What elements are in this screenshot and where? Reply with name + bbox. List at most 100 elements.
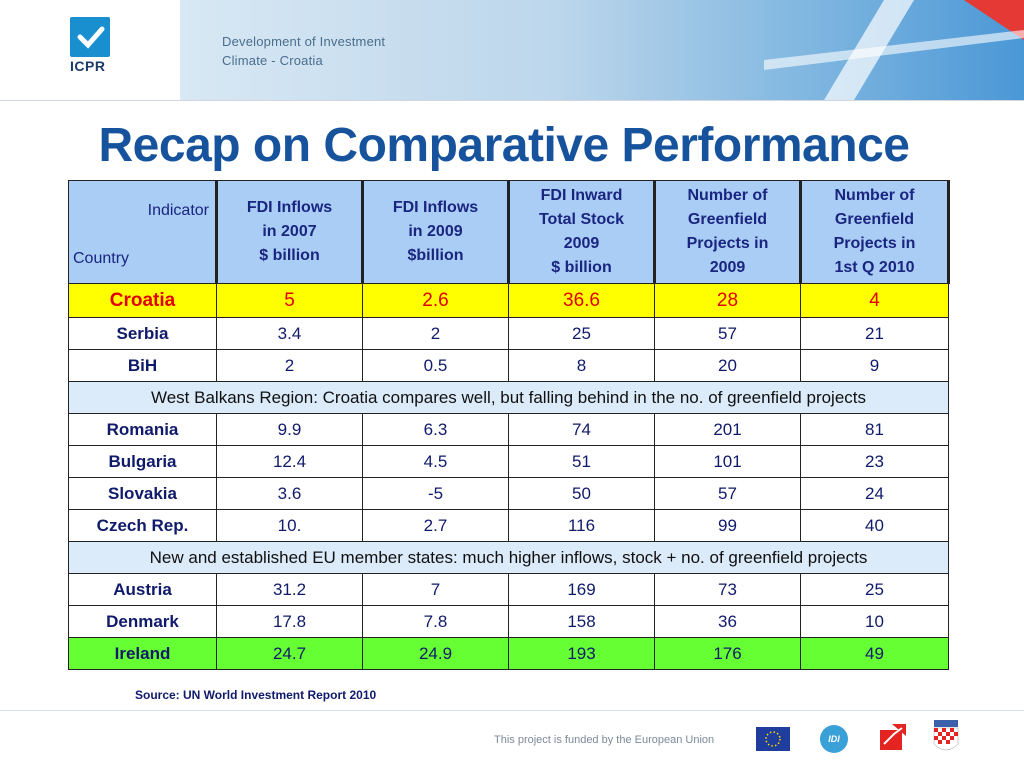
indicator-label: Indicator — [147, 202, 209, 219]
checkmark-icon — [70, 17, 110, 57]
column-header-line: in 2007 — [262, 223, 317, 240]
value-cell: 158 — [508, 605, 655, 638]
country-cell: Ireland — [68, 637, 217, 670]
header-banner: Development of Investment Climate - Croa… — [180, 0, 1024, 100]
value-cell: 2 — [362, 317, 509, 350]
column-header-line: $billion — [407, 247, 464, 264]
section-note-row: New and established EU member states: mu… — [68, 541, 949, 574]
agency-logo-icon — [880, 724, 906, 750]
funding-note: This project is funded by the European U… — [494, 734, 715, 746]
column-header-line: $ billion — [259, 247, 320, 264]
value-cell: 4.5 — [362, 445, 509, 478]
country-label: Country — [73, 250, 130, 267]
column-header-line: Projects in — [833, 235, 916, 252]
section-note: West Balkans Region: Croatia compares we… — [68, 381, 949, 414]
value-cell: 25 — [508, 317, 655, 350]
table-body: Croatia 5 2.6 36.6 28 4 Serbia 3.4 2 25 57 21 BiH 2 0.… — [68, 283, 949, 670]
value-cell: 201 — [654, 413, 801, 446]
value-cell: 8 — [508, 349, 655, 382]
value-cell: 24.7 — [216, 637, 363, 670]
corner-header: Indicator Country — [68, 180, 218, 284]
value-cell: 74 — [508, 413, 655, 446]
value-cell: 9 — [800, 349, 949, 382]
croatia-coat-of-arms-icon — [933, 720, 959, 751]
country-cell: Serbia — [68, 317, 217, 350]
value-cell: 0.5 — [362, 349, 509, 382]
column-header: FDI Inflows in 2007 $ billion — [216, 180, 364, 284]
column-header: Number of Greenfield Projects in 1st Q 2010 — [800, 180, 950, 284]
value-cell: 73 — [654, 573, 801, 606]
country-cell: Austria — [68, 573, 217, 606]
value-cell: 3.6 — [216, 477, 363, 510]
value-cell: 6.3 — [362, 413, 509, 446]
country-cell: Slovakia — [68, 477, 217, 510]
source-note: Source: UN World Investment Report 2010 — [135, 688, 377, 702]
value-cell: 20 — [654, 349, 801, 382]
section-note: New and established EU member states: mu… — [68, 541, 949, 574]
country-cell: BiH — [68, 349, 217, 382]
table-row: Croatia 5 2.6 36.6 28 4 — [68, 283, 949, 318]
column-header-line: in 2009 — [408, 223, 463, 240]
value-cell: 57 — [654, 477, 801, 510]
value-cell: 169 — [508, 573, 655, 606]
table-header-row: Indicator Country FDI Inflows in 2007 $ bi… — [68, 180, 950, 284]
page-title: Recap on Comparative Performance — [98, 119, 910, 172]
column-header: FDI Inflows in 2009 $billion — [362, 180, 510, 284]
banner-decoration — [764, 0, 1024, 100]
country-cell: Romania — [68, 413, 217, 446]
country-cell: Bulgaria — [68, 445, 217, 478]
column-header-line: Projects in — [686, 235, 769, 252]
value-cell: 49 — [800, 637, 949, 670]
column-header-line: 2009 — [563, 235, 600, 252]
value-cell: 24 — [800, 477, 949, 510]
logo-text: ICPR — [70, 58, 106, 74]
column-header: FDI Inward Total Stock 2009 $ billion — [508, 180, 656, 284]
value-cell: 23 — [800, 445, 949, 478]
column-header-line: FDI Inward — [540, 187, 623, 204]
value-cell: 25 — [800, 573, 949, 606]
banner-line-1: Development of Investment — [222, 34, 386, 49]
country-cell: Czech Rep. — [68, 509, 217, 542]
footer-divider — [0, 710, 1024, 711]
value-cell: 36 — [654, 605, 801, 638]
column-header-line: Number of — [687, 187, 768, 204]
table-row: Denmark 17.8 7.8 158 36 10 — [68, 605, 949, 638]
table-row: Romania 9.9 6.3 74 201 81 — [68, 413, 949, 446]
value-cell: 17.8 — [216, 605, 363, 638]
value-cell: 193 — [508, 637, 655, 670]
value-cell: 24.9 — [362, 637, 509, 670]
banner-title: Development of Investment Climate - Croa… — [222, 32, 385, 70]
header-divider — [0, 100, 1024, 101]
value-cell: 51 — [508, 445, 655, 478]
table-row: Serbia 3.4 2 25 57 21 — [68, 317, 949, 350]
column-header-line: FDI Inflows — [392, 199, 479, 216]
value-cell: 36.6 — [508, 283, 655, 318]
country-cell: Denmark — [68, 605, 217, 638]
column-header-line: 1st Q 2010 — [834, 259, 915, 276]
banner-line-2: Climate - Croatia — [222, 53, 323, 68]
value-cell: 12.4 — [216, 445, 363, 478]
column-header-line: Number of — [834, 187, 915, 204]
value-cell: 40 — [800, 509, 949, 542]
table-row: Czech Rep. 10. 2.7 116 99 40 — [68, 509, 949, 542]
table-row: Ireland 24.7 24.9 193 176 49 — [68, 637, 949, 670]
value-cell: 7 — [362, 573, 509, 606]
value-cell: 2 — [216, 349, 363, 382]
column-header-line: Greenfield — [687, 211, 768, 228]
value-cell: 7.8 — [362, 605, 509, 638]
value-cell: 9.9 — [216, 413, 363, 446]
value-cell: 176 — [654, 637, 801, 670]
performance-table: Indicator Country FDI Inflows in 2007 $ bi… — [68, 180, 950, 670]
value-cell: 3.4 — [216, 317, 363, 350]
section-note-row: West Balkans Region: Croatia compares we… — [68, 381, 949, 414]
table-row: Austria 31.2 7 169 73 25 — [68, 573, 949, 606]
value-cell: 101 — [654, 445, 801, 478]
value-cell: 81 — [800, 413, 949, 446]
value-cell: 57 — [654, 317, 801, 350]
value-cell: 21 — [800, 317, 949, 350]
eu-flag-icon — [756, 727, 790, 751]
table-row: Slovakia 3.6 -5 50 57 24 — [68, 477, 949, 510]
value-cell: 4 — [800, 283, 949, 318]
value-cell: 28 — [654, 283, 801, 318]
value-cell: 2.6 — [362, 283, 509, 318]
